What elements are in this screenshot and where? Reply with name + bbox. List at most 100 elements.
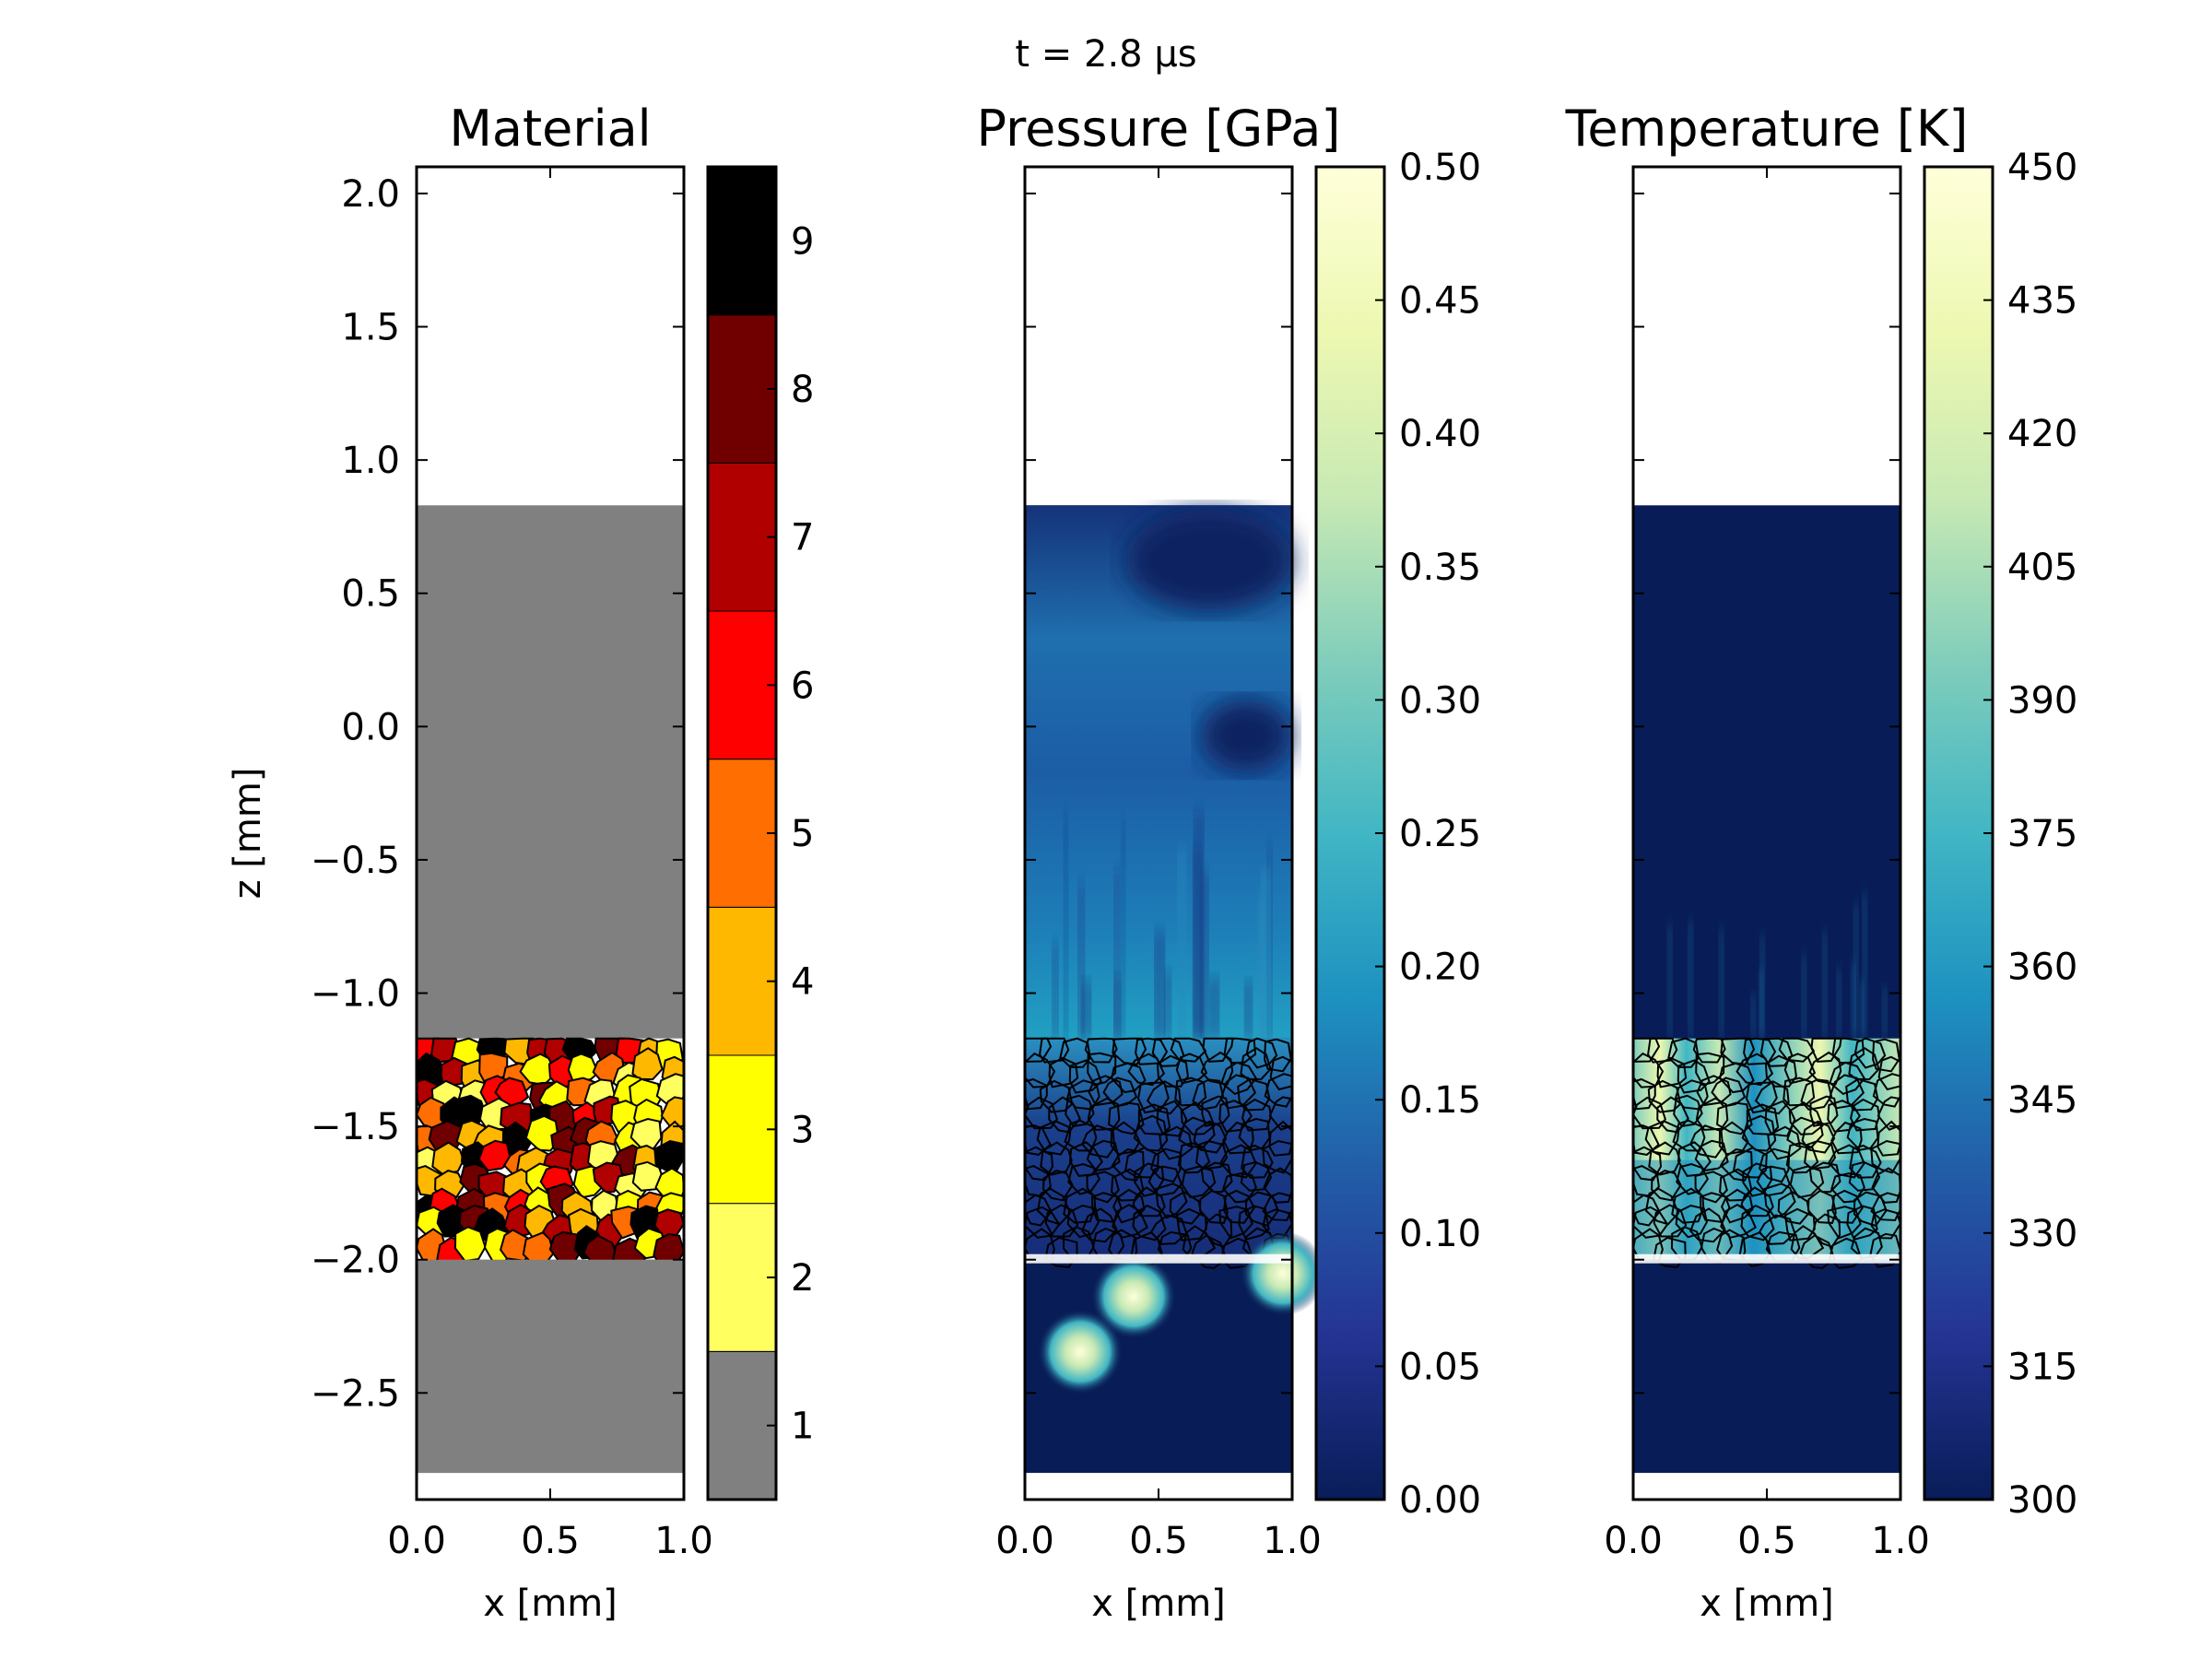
grain-outline: [1200, 1161, 1233, 1194]
grain-outline: [1853, 1191, 1888, 1228]
colorbar-frame: [1923, 165, 1994, 1501]
grain-outline: [1651, 1170, 1682, 1202]
pressure-streak: [1121, 819, 1125, 1039]
colorbar-tick-label: 0.50: [1399, 147, 1481, 189]
y-tick-label: −2.5: [311, 1372, 400, 1415]
grain-outline: [1694, 1139, 1729, 1172]
grain-outline: [1763, 1182, 1796, 1219]
y-tick-label: −1.5: [311, 1106, 400, 1148]
pressure-hotspot: [1038, 1309, 1123, 1394]
grain-outline: [1127, 1053, 1166, 1087]
grain-outline: [1149, 1147, 1182, 1183]
grain-outline: [1087, 1052, 1117, 1087]
grain-outline: [1869, 1232, 1902, 1268]
temperature-streak: [1688, 920, 1693, 1039]
grain-outline: [1692, 1037, 1726, 1064]
colorbar-segment: [707, 314, 777, 464]
pressure-hotspot: [1091, 1253, 1176, 1339]
grain-outline: [1850, 1098, 1880, 1132]
colorbar-segment: [707, 166, 777, 316]
grain-outline: [1170, 1037, 1207, 1063]
grain-outline: [1846, 1205, 1878, 1241]
colorbar-frame: [1314, 165, 1386, 1501]
colorbar-tick-label: 0.45: [1399, 280, 1481, 323]
grain-outline: [1133, 1114, 1169, 1152]
temperature-streak: [1719, 929, 1724, 1039]
grain-outline: [1671, 1187, 1705, 1224]
grain-outline: [1155, 1182, 1188, 1219]
colorbar-tick-label: 345: [2007, 1079, 2077, 1122]
grain-outline: [1244, 1191, 1279, 1228]
pressure-streak: [1210, 977, 1219, 1039]
grain-outline: [1174, 1077, 1207, 1107]
grain-outline: [1219, 1144, 1257, 1179]
grain-outline: [1801, 1120, 1836, 1154]
colorbar-tick-label: 0.00: [1399, 1479, 1481, 1522]
grain-outline: [1193, 1120, 1228, 1154]
grain-outline: [1039, 1079, 1074, 1113]
colorbar-tick-label: 0.10: [1399, 1213, 1481, 1255]
y-tick-label: 0.0: [341, 706, 400, 748]
grain-outline: [1718, 1121, 1749, 1156]
grain-outline: [1262, 1139, 1294, 1174]
grain-outline: [1147, 1165, 1182, 1197]
y-tick-label: −1.0: [311, 973, 400, 1016]
grain-outline: [1084, 1037, 1118, 1064]
grain-outline: [1716, 1101, 1753, 1135]
grain-outline: [1132, 1204, 1167, 1241]
grain-outline: [1240, 1160, 1273, 1192]
low-pressure-zone: [1126, 510, 1292, 612]
panel-title: Temperature [K]: [1565, 100, 1969, 158]
grain-outline: [1830, 1172, 1865, 1204]
grain-outline: [1169, 1191, 1202, 1225]
grain-outline: [1740, 1186, 1774, 1218]
grain-outline: [1263, 1167, 1294, 1204]
pressure-streak: [1261, 868, 1270, 1039]
grain-outline: [1877, 1055, 1901, 1091]
grain-outline: [1241, 1098, 1272, 1132]
colorbar-tick-label: 1: [791, 1406, 814, 1448]
colorbar-tick-label: 390: [2007, 679, 2077, 722]
grain-outline: [1088, 1075, 1124, 1107]
pressure-streak: [1193, 848, 1202, 1039]
grain-outline: [1181, 1165, 1217, 1199]
grain-outline: [1201, 1095, 1230, 1127]
x-tick-label: 1.0: [654, 1520, 713, 1562]
colorbar-tick-label: 315: [2007, 1346, 2077, 1388]
grain-outline: [1065, 1079, 1100, 1111]
grain-outline: [1877, 1120, 1901, 1157]
grain-outline: [1065, 1094, 1095, 1127]
grain-outline: [1111, 1168, 1145, 1202]
grain-outline: [1872, 1038, 1900, 1073]
temperature-streak: [1859, 980, 1865, 1039]
grain-outline: [1806, 1189, 1837, 1224]
grain-outline: [1778, 1037, 1816, 1063]
grain-outline: [1689, 1207, 1726, 1243]
x-tick-label: 0.0: [387, 1520, 446, 1562]
panel-2: Pressure [GPa] 0.0 0.5 1.0 x [mm] 0.00 0.05 0.1…: [977, 100, 1482, 1625]
pressure-streak: [1244, 981, 1253, 1039]
x-tick-label: 0.0: [1604, 1520, 1663, 1562]
temperature-streak: [1836, 968, 1841, 1039]
pressure-streak: [1200, 872, 1209, 1039]
pressure-streak: [1078, 883, 1085, 1039]
colorbar-tick-label: 0.05: [1399, 1346, 1481, 1388]
colorbar-tick-label: 0.25: [1399, 813, 1481, 855]
temperature-streak: [1801, 954, 1806, 1039]
pressure-streak: [1155, 931, 1165, 1039]
grain-outline: [1720, 1203, 1757, 1239]
grain-outline: [1758, 1147, 1791, 1183]
plot-area: [415, 505, 686, 1474]
grain-outline: [1830, 1189, 1864, 1224]
grain-outline: [1870, 1208, 1901, 1240]
y-tick-label: 1.0: [341, 440, 400, 482]
grain-outline: [1220, 1061, 1257, 1096]
grain-outline: [1631, 1096, 1667, 1130]
grain-outline: [1048, 1056, 1079, 1088]
grain-outline: [1828, 1074, 1865, 1110]
grain-outline: [1738, 1231, 1771, 1267]
grain-outline: [1042, 1170, 1074, 1202]
colorbar-segment: [707, 759, 777, 908]
pressure-streak: [1052, 943, 1059, 1039]
void-gap: [1633, 1253, 1900, 1264]
